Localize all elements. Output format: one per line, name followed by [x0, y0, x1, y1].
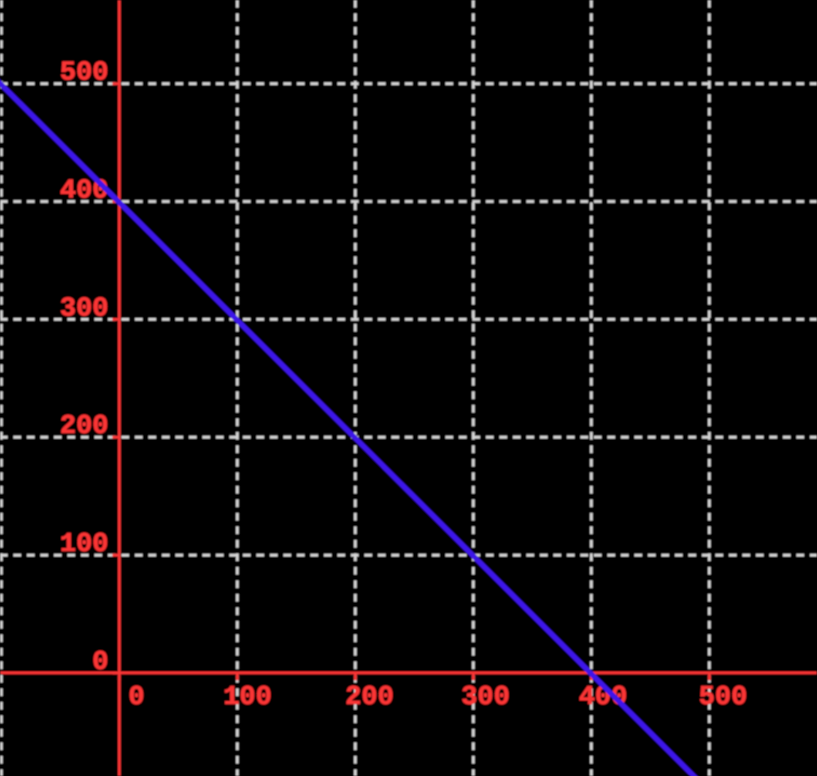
- svg-text:300: 300: [60, 294, 109, 324]
- svg-text:500: 500: [699, 683, 748, 713]
- svg-text:100: 100: [223, 683, 272, 713]
- svg-text:100: 100: [60, 530, 109, 560]
- svg-text:200: 200: [345, 683, 394, 713]
- svg-text:300: 300: [461, 683, 510, 713]
- svg-text:500: 500: [60, 59, 109, 89]
- svg-text:0: 0: [92, 648, 108, 678]
- svg-text:200: 200: [60, 412, 109, 442]
- svg-text:0: 0: [128, 683, 144, 713]
